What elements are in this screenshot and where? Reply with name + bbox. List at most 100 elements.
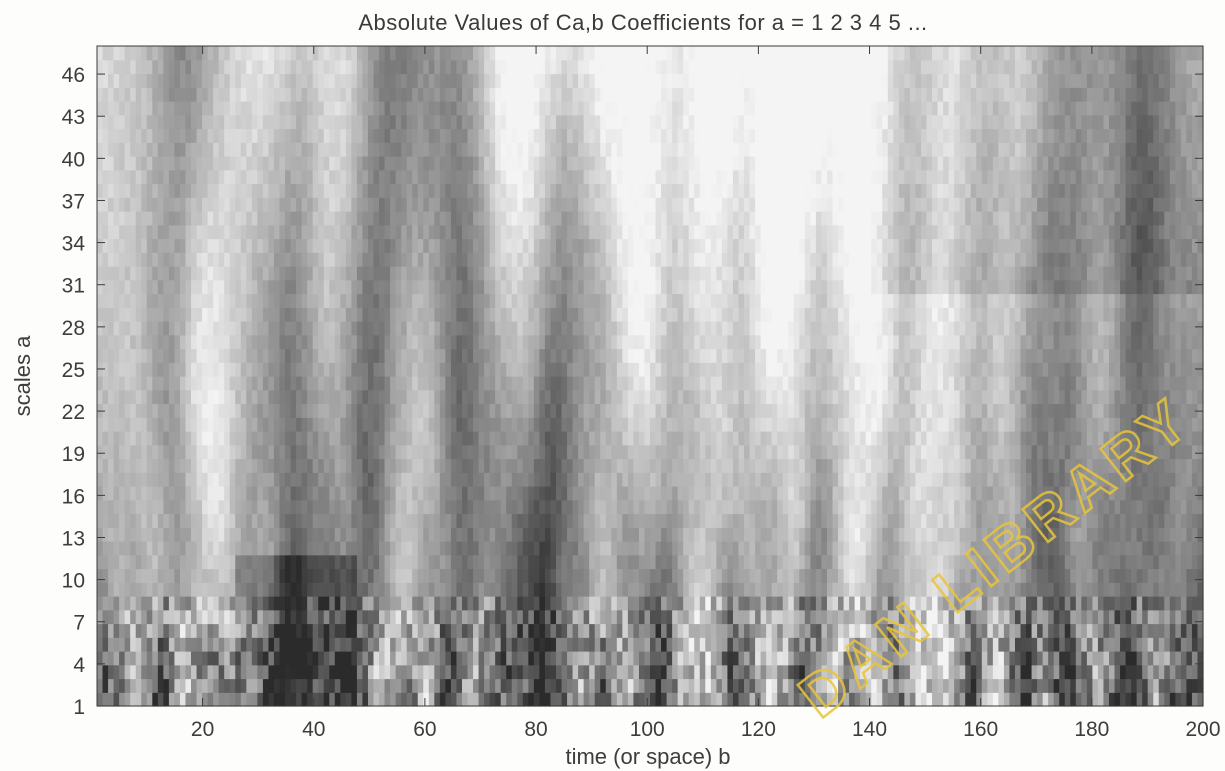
heatmap-cell [716, 541, 723, 556]
heatmap-cell [1131, 431, 1138, 446]
heatmap-cell [428, 609, 435, 625]
heatmap-cell [578, 568, 585, 583]
heatmap-cell [1064, 664, 1071, 680]
heatmap-cell [815, 458, 823, 473]
heatmap-cell [1092, 431, 1099, 446]
heatmap-cell [257, 458, 264, 473]
heatmap-cell [788, 651, 795, 666]
heatmap-cell [517, 568, 524, 583]
heatmap-cell [113, 458, 120, 473]
heatmap-cell [428, 513, 435, 528]
heatmap-cell [1020, 678, 1027, 693]
heatmap-cell [694, 664, 701, 680]
heatmap-cell [97, 541, 104, 556]
heatmap-cell [157, 527, 164, 542]
heatmap-cell [578, 472, 585, 487]
heatmap-cell [710, 499, 717, 515]
heatmap-cell [1026, 527, 1033, 542]
heatmap-cell [638, 541, 646, 556]
heatmap-cell [108, 678, 115, 693]
heatmap-cell [633, 582, 640, 597]
heatmap-cell [467, 458, 474, 473]
heatmap-cell [157, 417, 164, 432]
heatmap-cell [732, 362, 740, 377]
heatmap-cell [379, 651, 386, 666]
heatmap-cell [1169, 623, 1176, 638]
heatmap-cell [843, 389, 850, 405]
heatmap-cell [124, 472, 131, 487]
heatmap-cell [854, 486, 861, 501]
heatmap-cell [915, 568, 922, 583]
heatmap-cell [207, 609, 214, 625]
heatmap-cell [815, 417, 823, 432]
heatmap-cell [235, 444, 242, 460]
heatmap-cell [1125, 637, 1132, 652]
heatmap-cell [130, 417, 137, 432]
heatmap-cell [1097, 458, 1105, 473]
heatmap-cell [550, 568, 557, 583]
heatmap-cell [882, 554, 889, 570]
heatmap-cell [268, 596, 275, 611]
heatmap-cell [1031, 541, 1038, 556]
heatmap-cell [445, 678, 452, 693]
heatmap-cell [1064, 431, 1071, 446]
heatmap-cell [467, 692, 474, 707]
heatmap-cell [788, 403, 795, 418]
heatmap-cell [1164, 609, 1171, 625]
heatmap-cell [356, 389, 364, 405]
heatmap-cell [307, 637, 314, 652]
heatmap-cell [760, 664, 767, 680]
heatmap-cell [721, 472, 729, 487]
heatmap-cell [1136, 444, 1143, 460]
heatmap-cell [1075, 362, 1082, 377]
heatmap-cell [683, 596, 690, 611]
heatmap-cell [406, 637, 413, 652]
heatmap-cell [876, 554, 883, 570]
heatmap-cell [987, 431, 994, 446]
heatmap-cell [235, 609, 242, 625]
heatmap-cell [561, 678, 568, 693]
heatmap-cell [279, 499, 286, 515]
heatmap-cell [1186, 582, 1193, 597]
heatmap-cell [810, 651, 817, 666]
heatmap-cell [379, 664, 386, 680]
heatmap-cell [611, 623, 618, 638]
heatmap-cell [755, 596, 762, 611]
heatmap-cell [467, 403, 474, 418]
heatmap-cell [1186, 664, 1193, 680]
heatmap-cell [1020, 637, 1027, 652]
heatmap-cell [1081, 389, 1088, 405]
heatmap-cell [1031, 389, 1038, 405]
heatmap-cell [1153, 596, 1160, 611]
heatmap-cell [273, 444, 281, 460]
heatmap-cell [694, 582, 701, 597]
heatmap-cell [102, 486, 109, 501]
heatmap-cell [157, 486, 164, 501]
heatmap-cell [688, 568, 695, 583]
heatmap-cell [179, 417, 187, 432]
heatmap-cell [356, 527, 364, 542]
heatmap-cell [356, 609, 364, 625]
heatmap-cell [887, 486, 894, 501]
heatmap-cell [224, 651, 231, 666]
heatmap-cell [594, 403, 601, 418]
heatmap-cell [1026, 637, 1033, 652]
heatmap-cell [915, 678, 922, 693]
heatmap-cell [1153, 623, 1160, 638]
heatmap-cell [1014, 444, 1022, 460]
heatmap-cell [130, 376, 137, 391]
heatmap-cell [578, 596, 585, 611]
heatmap-cell [766, 568, 773, 583]
heatmap-cell [268, 541, 275, 556]
heatmap-cell [849, 403, 856, 418]
heatmap-cell [102, 389, 109, 405]
heatmap-cell [998, 664, 1005, 680]
heatmap-cell [1180, 568, 1188, 583]
heatmap-cell [163, 582, 170, 597]
heatmap-cell [749, 568, 756, 583]
heatmap-cell [1020, 499, 1027, 515]
heatmap-cell [1103, 458, 1110, 473]
heatmap-cell [1020, 513, 1027, 528]
heatmap-cell [417, 403, 424, 418]
heatmap-cell [788, 362, 795, 377]
